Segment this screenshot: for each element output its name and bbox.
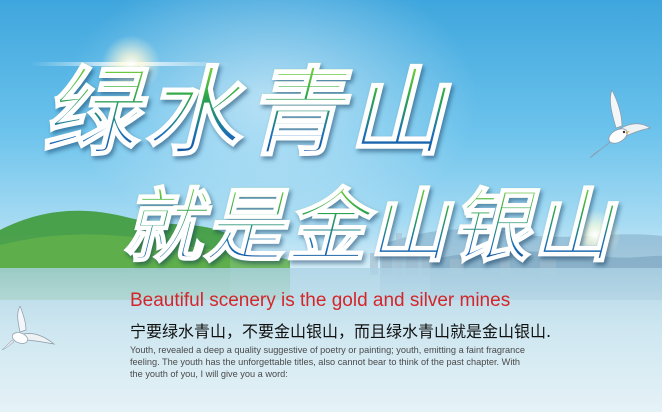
body-line: Youth, revealed a deep a quality suggest… <box>130 345 525 355</box>
seagull-icon-small <box>1 306 56 351</box>
headline-line-2: 就是金山银山 <box>121 178 614 274</box>
lens-flare <box>96 30 166 100</box>
english-subtitle: Beautiful scenery is the gold and silver… <box>130 290 511 311</box>
body-line: feeling. The youth has the unforgettable… <box>130 357 521 367</box>
lens-flare-right <box>565 205 625 265</box>
headline-line-1: 绿水青山 <box>41 56 450 169</box>
body-paragraph: Youth, revealed a deep a quality suggest… <box>130 344 530 380</box>
chinese-subtitle: 宁要绿水青山，不要金山银山，而且绿水青山就是金山银山. <box>130 322 552 341</box>
seagull-icon <box>589 89 651 159</box>
lake-water <box>0 268 662 412</box>
body-line: the youth of you, I will give you a word… <box>130 369 288 379</box>
